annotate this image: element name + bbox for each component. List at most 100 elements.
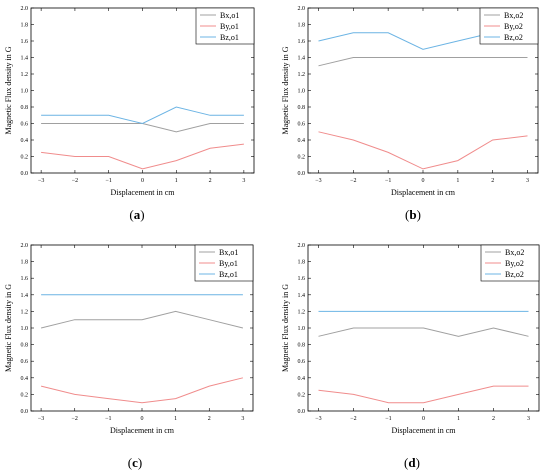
x-axis-title: Displacement in cm [392, 426, 457, 435]
y-tick-label: 0.4 [298, 376, 306, 382]
series-line-bx [40, 310, 244, 329]
y-tick-label: 0.6 [21, 359, 29, 365]
y-tick-label: 2.0 [21, 243, 29, 249]
series-line-bx [41, 123, 244, 133]
series-line-bx [318, 57, 528, 67]
x-tick-label: −2 [350, 178, 356, 184]
x-tick-label: 1 [456, 178, 459, 184]
y-tick-label: 2.0 [298, 6, 306, 12]
y-tick-label: 2.0 [21, 6, 29, 12]
y-tick-label: 0.2 [21, 392, 29, 398]
y-tick-label: 0.8 [21, 105, 29, 111]
y-tick-label: 1.2 [21, 72, 29, 78]
x-tick-label: 2 [209, 178, 212, 184]
x-tick-label: −3 [38, 416, 44, 422]
legend-label: Bz,o2 [505, 270, 524, 279]
y-tick-label: 1.4 [21, 293, 29, 299]
x-tick-label: −2 [72, 178, 78, 184]
y-tick-label: 0.4 [21, 376, 29, 382]
y-tick-label: 0.2 [298, 155, 306, 161]
panel-caption: (a) [129, 207, 144, 222]
legend-label: Bz,o1 [219, 270, 238, 279]
y-tick-label: 0.0 [21, 171, 29, 177]
x-tick-label: 3 [526, 178, 529, 184]
y-tick-label: 1.8 [298, 260, 306, 266]
x-tick-label: 1 [174, 416, 177, 422]
x-tick-label: 0 [141, 178, 144, 184]
x-tick-label: 0 [422, 416, 425, 422]
x-tick-label: 1 [457, 416, 460, 422]
x-tick-label: 2 [492, 416, 495, 422]
y-tick-label: 1.8 [21, 260, 29, 266]
series-line-by [318, 131, 528, 170]
y-tick-label: 0.8 [298, 343, 306, 349]
y-tick-label: 1.6 [298, 276, 306, 282]
y-tick-label: 1.6 [298, 39, 306, 45]
x-tick-label: −2 [350, 416, 356, 422]
x-tick-label: 2 [491, 178, 494, 184]
y-tick-label: 0.4 [21, 138, 29, 144]
caption-paren-open: ( [129, 207, 133, 222]
legend-label: By,o2 [504, 22, 523, 31]
x-tick-label: −1 [106, 178, 112, 184]
x-tick-label: −1 [385, 416, 391, 422]
caption-letter: d [408, 455, 416, 470]
legend-label: Bx,o1 [220, 11, 239, 20]
legend-label: By,o1 [219, 259, 238, 268]
legend-label: Bx,o2 [504, 11, 523, 20]
x-axis-title: Displacement in cm [111, 188, 176, 197]
y-tick-label: 1.6 [21, 39, 29, 45]
y-tick-label: 1.0 [298, 89, 306, 95]
y-tick-label: 0.0 [298, 409, 306, 415]
chart-panel-b: 0.0 0.2 0.4 0.6 0.8 1.0 1.2 1.4 1.6 1.8 2.0 −3 −2 −1 0… [281, 6, 539, 222]
panel-caption: (c) [128, 455, 142, 470]
x-tick-label: −3 [315, 416, 321, 422]
legend-label: By,o2 [505, 259, 524, 268]
x-tick-label: 1 [175, 178, 178, 184]
y-tick-label: 1.2 [298, 72, 306, 78]
series-line-by [40, 377, 244, 404]
caption-letter: a [134, 207, 141, 222]
x-tick-label: −1 [385, 178, 391, 184]
y-tick-label: 0.2 [21, 155, 29, 161]
x-tick-label: −3 [38, 178, 44, 184]
caption-paren-close: ) [140, 207, 144, 222]
y-tick-label: 1.0 [21, 89, 29, 95]
series-line-bx [318, 327, 529, 337]
chart-panel-a: 0.0 0.2 0.4 0.6 0.8 1.0 1.2 1.4 1.6 1.8 2.0 −3 −2 −1 0… [4, 6, 255, 222]
caption-paren-close: ) [138, 455, 142, 470]
legend-label: Bx,o1 [219, 248, 238, 257]
y-tick-label: 1.2 [21, 309, 29, 315]
caption-paren-open: ( [405, 207, 409, 222]
x-tick-label: −2 [72, 416, 78, 422]
y-axis-title: Magnetic Flux density in G [4, 284, 13, 372]
y-axis-title: Magnetic Flux density in G [281, 46, 290, 134]
x-tick-label: −1 [105, 416, 111, 422]
y-tick-label: 1.8 [21, 23, 29, 29]
y-tick-label: 2.0 [298, 243, 306, 249]
caption-letter: c [132, 455, 138, 470]
caption-paren-open: ( [128, 455, 132, 470]
x-tick-label: −3 [315, 178, 321, 184]
x-tick-label: 0 [422, 178, 425, 184]
x-tick-label: 3 [241, 416, 244, 422]
legend-label: Bz,o1 [220, 33, 239, 42]
y-tick-label: 1.0 [298, 326, 306, 332]
x-tick-label: 3 [242, 178, 245, 184]
legend-label: Bz,o2 [504, 33, 523, 42]
y-tick-label: 1.4 [21, 56, 29, 62]
y-tick-label: 1.2 [298, 309, 306, 315]
y-tick-label: 0.6 [21, 122, 29, 128]
y-tick-label: 1.6 [21, 276, 29, 282]
panel-caption: (d) [404, 455, 420, 470]
x-tick-label: 3 [527, 416, 530, 422]
y-tick-label: 0.4 [298, 138, 306, 144]
y-tick-label: 1.8 [298, 23, 306, 29]
y-tick-label: 1.0 [21, 326, 29, 332]
y-tick-label: 1.4 [298, 56, 306, 62]
legend-label: By,o1 [220, 22, 239, 31]
y-axis-title: Magnetic Flux density in G [281, 284, 290, 372]
x-tick-label: 0 [141, 416, 144, 422]
x-tick-label: 2 [208, 416, 211, 422]
